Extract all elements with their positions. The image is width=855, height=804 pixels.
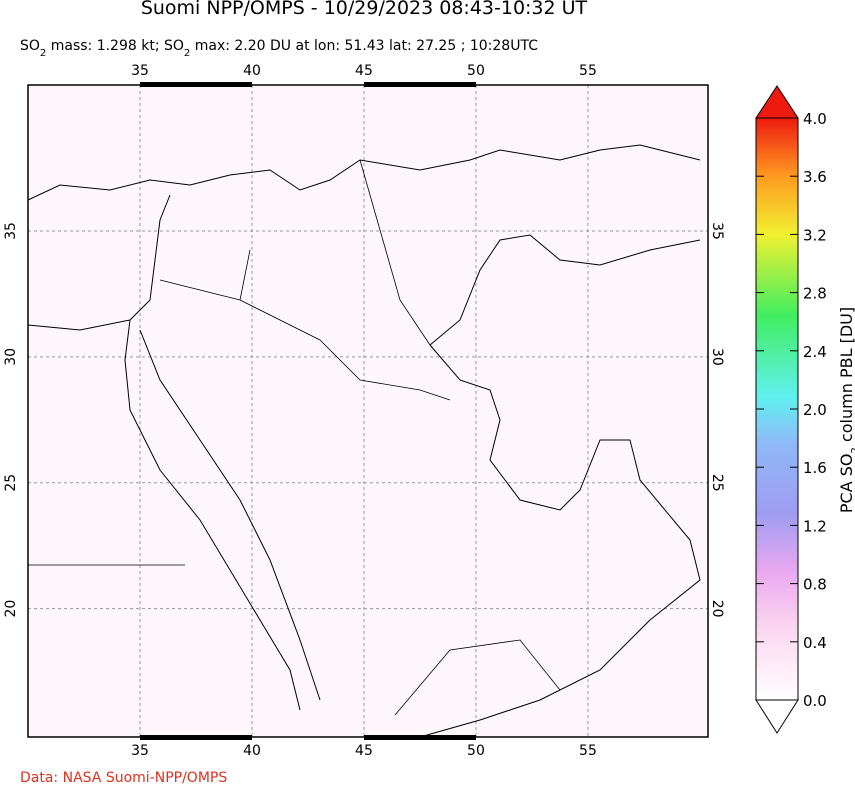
lon-tick-label: 50 — [467, 63, 485, 79]
lat-tick-label: 20 — [709, 600, 725, 618]
colorbar-tick-label: 1.6 — [803, 459, 827, 477]
text-part: PCA SO — [837, 453, 855, 513]
text-part: SO — [20, 38, 40, 54]
text-part: mass: 1.298 kt; SO — [46, 38, 184, 54]
lon-tick-label: 55 — [579, 63, 597, 79]
lat-tick-label: 35 — [709, 222, 725, 240]
colorbar-tick-label: 2.4 — [803, 343, 827, 361]
lon-tick-label: 35 — [131, 63, 149, 79]
colorbar-tick-label: 3.6 — [803, 168, 827, 186]
lon-tick-label: 55 — [579, 743, 597, 759]
colorbar-tick-label: 2.0 — [803, 401, 827, 419]
lon-tick-label: 45 — [355, 63, 373, 79]
lon-tick-label: 40 — [243, 743, 261, 759]
lon-tick-label: 45 — [355, 743, 373, 759]
colorbar-tick-label: 0.0 — [803, 692, 827, 710]
subtitle: SO2 mass: 1.298 kt; SO2 max: 2.20 DU at … — [20, 38, 538, 59]
lon-tick-label: 40 — [243, 63, 261, 79]
colorbar-tick-label: 2.8 — [803, 285, 827, 303]
title: Suomi NPP/OMPS - 10/29/2023 08:43-10:32 … — [141, 0, 588, 19]
lat-tick-label: 30 — [709, 348, 725, 366]
colorbar-label: PCA SO2 column PBL [DU] — [837, 307, 855, 513]
colorbar-min-arrow — [756, 700, 798, 733]
lat-tick-label: 25 — [3, 474, 19, 492]
colorbar-tick-label: 0.4 — [803, 634, 827, 652]
text-part: column PBL [DU] — [837, 307, 855, 447]
lat-tick-label: 35 — [3, 222, 19, 240]
colorbar-tick-label: 4.0 — [803, 110, 827, 128]
text-part: max: 2.20 DU at lon: 51.43 lat: 27.25 ; … — [190, 38, 538, 54]
colorbar-max-arrow — [756, 86, 798, 118]
colorbar-tick-label: 3.2 — [803, 226, 827, 244]
lat-tick-label: 25 — [709, 474, 725, 492]
lat-tick-label: 20 — [3, 600, 19, 618]
colorbar-tick-label: 1.2 — [803, 517, 827, 535]
colorbar-tick-label: 0.8 — [803, 576, 827, 594]
lon-tick-label: 50 — [467, 743, 485, 759]
credit: Data: NASA Suomi-NPP/OMPS — [20, 770, 227, 786]
lon-tick-label: 35 — [131, 743, 149, 759]
lat-tick-label: 30 — [3, 348, 19, 366]
